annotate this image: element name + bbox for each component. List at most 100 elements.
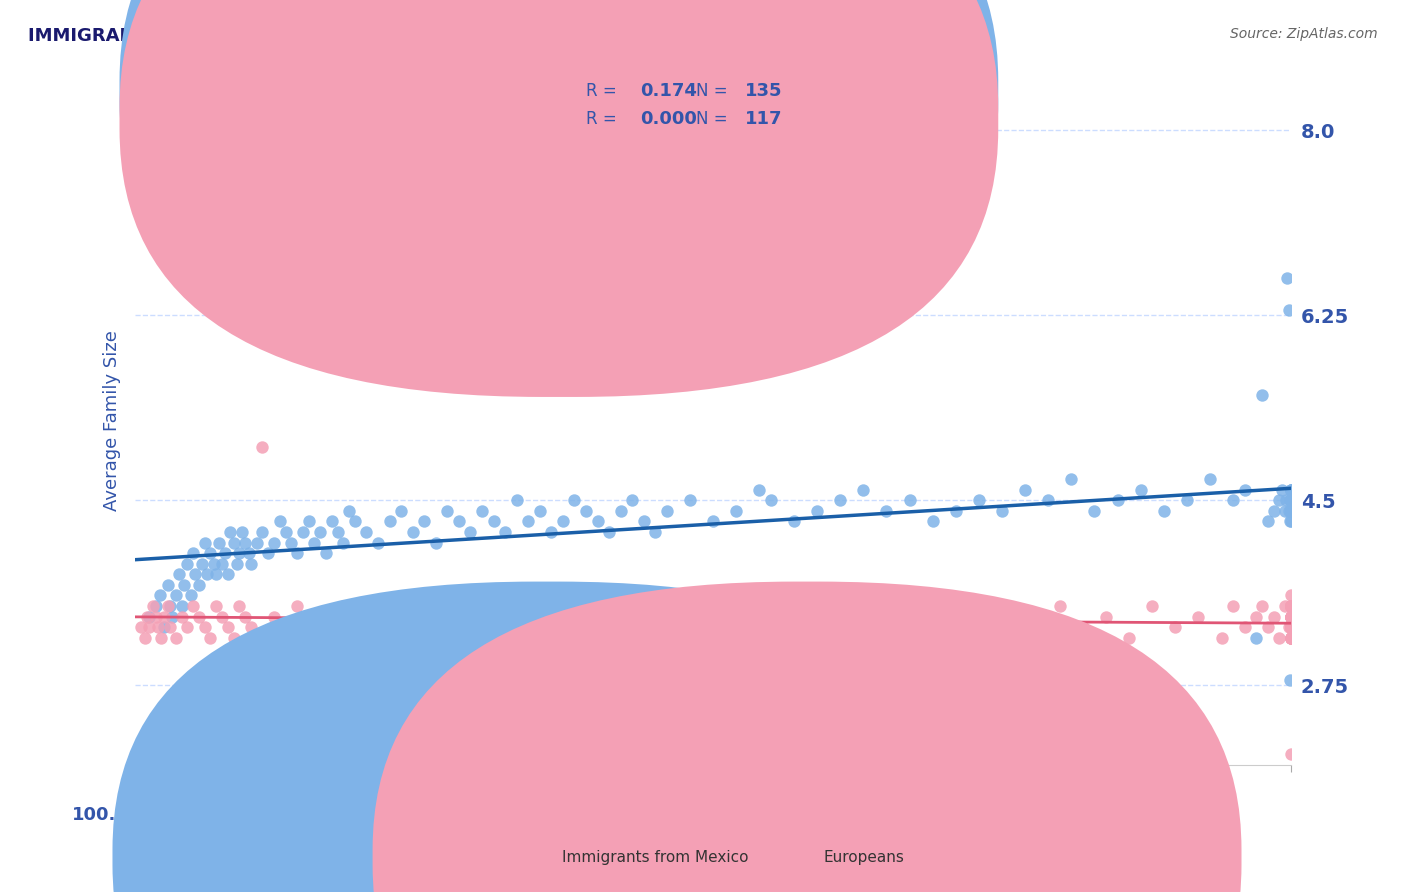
- Point: [165, 588, 187, 602]
- Point: [1211, 631, 1233, 645]
- Point: [1279, 504, 1302, 518]
- Text: 0.174: 0.174: [640, 82, 696, 100]
- Point: [228, 599, 250, 613]
- Point: [1002, 609, 1025, 624]
- Point: [149, 631, 172, 645]
- Point: [205, 599, 228, 613]
- Point: [217, 567, 239, 582]
- Point: [644, 524, 666, 539]
- Point: [1222, 599, 1244, 613]
- Point: [633, 609, 655, 624]
- Point: [505, 493, 527, 508]
- Point: [1279, 599, 1302, 613]
- Point: [238, 546, 260, 560]
- Point: [1279, 620, 1302, 634]
- Point: [1278, 303, 1301, 318]
- Point: [309, 524, 332, 539]
- Point: [332, 599, 354, 613]
- Point: [934, 631, 956, 645]
- Point: [402, 524, 425, 539]
- Point: [315, 546, 337, 560]
- Point: [494, 599, 516, 613]
- Point: [200, 546, 222, 560]
- Point: [228, 546, 250, 560]
- Point: [1251, 387, 1274, 401]
- Point: [226, 557, 249, 571]
- Point: [1095, 609, 1118, 624]
- Point: [1222, 493, 1244, 508]
- Point: [207, 535, 229, 549]
- Point: [337, 504, 360, 518]
- Point: [1279, 631, 1302, 645]
- Point: [1279, 599, 1302, 613]
- Text: 100.0%: 100.0%: [72, 805, 146, 823]
- Point: [1279, 504, 1302, 518]
- Text: 135: 135: [745, 82, 783, 100]
- Point: [200, 631, 222, 645]
- Point: [1268, 631, 1291, 645]
- Point: [575, 504, 598, 518]
- Point: [956, 599, 979, 613]
- Point: [1279, 620, 1302, 634]
- Point: [1279, 631, 1302, 645]
- Point: [1279, 599, 1302, 613]
- Point: [967, 493, 990, 508]
- Point: [794, 620, 817, 634]
- Point: [1279, 620, 1302, 634]
- Point: [280, 535, 302, 549]
- Point: [1279, 620, 1302, 634]
- Point: [257, 546, 280, 560]
- Point: [1279, 747, 1302, 761]
- Point: [1244, 631, 1267, 645]
- Point: [945, 504, 967, 518]
- Point: [1199, 472, 1222, 486]
- Point: [1279, 515, 1302, 529]
- Point: [1187, 609, 1209, 624]
- Point: [202, 557, 225, 571]
- Point: [167, 567, 190, 582]
- Point: [759, 493, 782, 508]
- Point: [748, 483, 770, 497]
- Point: [326, 524, 349, 539]
- Point: [991, 504, 1014, 518]
- Point: [471, 504, 494, 518]
- Point: [1279, 588, 1302, 602]
- Point: [413, 515, 436, 529]
- Point: [187, 578, 209, 592]
- Point: [239, 557, 262, 571]
- Point: [142, 599, 165, 613]
- Point: [263, 535, 285, 549]
- Point: [1279, 609, 1302, 624]
- Point: [1279, 599, 1302, 613]
- Point: [211, 609, 233, 624]
- Point: [378, 609, 401, 624]
- Point: [609, 620, 631, 634]
- Point: [1277, 271, 1299, 285]
- Point: [1277, 504, 1299, 518]
- Point: [343, 515, 366, 529]
- Point: [655, 631, 678, 645]
- Point: [598, 524, 620, 539]
- Point: [621, 493, 644, 508]
- Point: [1271, 483, 1294, 497]
- Point: [1257, 620, 1279, 634]
- Point: [252, 441, 274, 455]
- Point: [910, 609, 932, 624]
- Point: [181, 599, 204, 613]
- Text: Immigrants from Mexico: Immigrants from Mexico: [562, 850, 749, 864]
- Point: [153, 620, 176, 634]
- Point: [1279, 620, 1302, 634]
- Point: [540, 524, 562, 539]
- Point: [356, 620, 378, 634]
- Point: [309, 620, 332, 634]
- Point: [540, 609, 562, 624]
- Point: [1118, 631, 1140, 645]
- Point: [332, 535, 354, 549]
- Point: [1279, 493, 1302, 508]
- Point: [447, 631, 470, 645]
- Point: [1071, 620, 1094, 634]
- Point: [134, 631, 156, 645]
- Point: [162, 609, 184, 624]
- Point: [586, 599, 609, 613]
- Point: [1233, 620, 1256, 634]
